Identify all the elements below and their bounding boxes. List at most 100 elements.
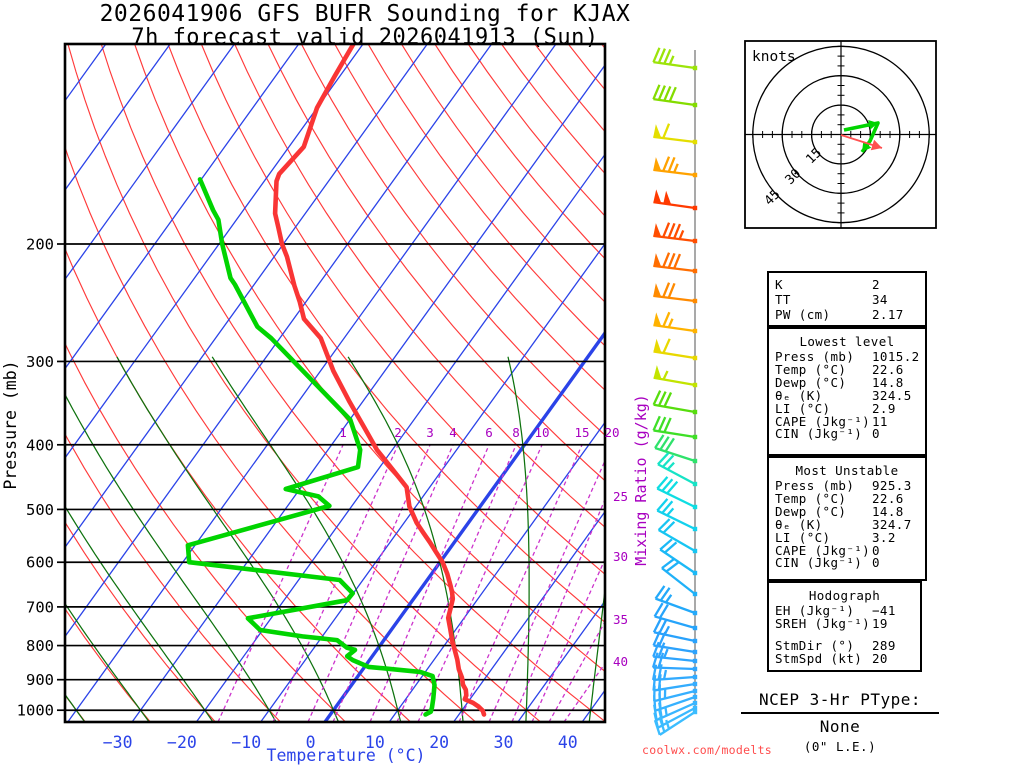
stats-label: Dewp (°C) bbox=[775, 374, 847, 390]
stats-row: θₑ (K) 324.5 bbox=[775, 387, 919, 403]
stats-value: 324.7 bbox=[872, 516, 912, 532]
temperature-axis-title: Temperature (°C) bbox=[267, 746, 426, 765]
stats-box-header: Hodograph bbox=[808, 588, 881, 603]
stats-label: LI (°C) bbox=[775, 400, 831, 416]
stats-row: SREH (Jkg⁻¹) 19 bbox=[775, 615, 914, 631]
svg-text:200: 200 bbox=[26, 236, 54, 254]
wind-barb bbox=[653, 189, 698, 211]
wind-barb bbox=[653, 252, 698, 274]
wind-barb bbox=[657, 518, 698, 554]
ptype-note: (0" L.E.) bbox=[803, 739, 877, 754]
stats-label: Dewp (°C) bbox=[775, 503, 847, 519]
stats-value: 1015.2 bbox=[872, 349, 920, 364]
wind-barb bbox=[656, 498, 698, 532]
svg-text:1000: 1000 bbox=[17, 702, 54, 720]
dry-adiabat-lines bbox=[65, 44, 605, 722]
svg-text:1: 1 bbox=[339, 425, 347, 440]
wind-barb-column bbox=[651, 47, 698, 736]
wind-barb bbox=[654, 434, 698, 464]
stats-label: TT bbox=[775, 292, 791, 307]
stats-label: StmSpd (kt) bbox=[775, 650, 863, 666]
stats-box: K 2 TT 34 PW (cm) 2.17 bbox=[767, 271, 927, 327]
stats-value: 0 bbox=[872, 426, 880, 442]
wind-barb bbox=[653, 156, 698, 178]
stats-value: 324.5 bbox=[872, 387, 912, 403]
mixing-ratio-lines bbox=[217, 444, 605, 722]
stats-value: 22.6 bbox=[872, 361, 904, 377]
wind-barb bbox=[652, 47, 698, 71]
svg-text:40: 40 bbox=[558, 733, 578, 752]
stats-row: Temp (°C) 22.6 bbox=[775, 490, 919, 506]
wind-barb bbox=[652, 84, 698, 108]
ptype-block: NCEP 3-Hr PType: None (0" L.E.) bbox=[741, 690, 939, 754]
stats-row: CAPE (Jkg⁻¹) 0 bbox=[775, 542, 919, 558]
stats-label: CIN (Jkg⁻¹) bbox=[775, 555, 863, 571]
stats-row: LI (°C) 3.2 bbox=[775, 529, 919, 545]
stats-value: 22.6 bbox=[872, 490, 904, 506]
stats-label: K bbox=[775, 277, 783, 292]
svg-text:30: 30 bbox=[613, 549, 628, 564]
stats-value: 14.8 bbox=[872, 503, 904, 519]
wind-barb bbox=[652, 630, 698, 655]
stats-row: Temp (°C) 22.6 bbox=[775, 361, 919, 377]
stats-label: EH (Jkg⁻¹) bbox=[775, 603, 855, 618]
stats-row: LI (°C) 2.9 bbox=[775, 400, 919, 416]
stats-label: CAPE (Jkg⁻¹) bbox=[775, 542, 871, 558]
stats-label: LI (°C) bbox=[775, 529, 831, 545]
svg-text:−10: −10 bbox=[231, 733, 261, 752]
wind-barb bbox=[653, 222, 698, 244]
pressure-axis-title: Pressure (mb) bbox=[1, 360, 20, 489]
stats-row: CAPE (Jkg⁻¹) 11 bbox=[775, 415, 919, 429]
svg-text:15: 15 bbox=[574, 425, 589, 440]
svg-text:8: 8 bbox=[512, 425, 520, 440]
svg-text:0: 0 bbox=[306, 733, 316, 752]
stats-value: 0 bbox=[872, 555, 880, 571]
wind-barb bbox=[653, 338, 698, 361]
wind-barb bbox=[654, 585, 698, 616]
wind-barb bbox=[653, 282, 698, 304]
watermark-link[interactable]: coolwx.com/modelts bbox=[642, 743, 773, 757]
stats-label: θₑ (K) bbox=[775, 387, 823, 403]
stats-row: Press (mb) 925.3 bbox=[775, 479, 919, 493]
stats-row: Dewp (°C) 14.8 bbox=[775, 503, 919, 519]
svg-text:25: 25 bbox=[613, 489, 628, 504]
stats-label: Temp (°C) bbox=[775, 490, 847, 506]
stats-value: 3.2 bbox=[872, 529, 896, 545]
wind-barb bbox=[653, 311, 698, 334]
stats-row: CIN (Jkg⁻¹) 0 bbox=[775, 428, 919, 441]
stats-label: SREH (Jkg⁻¹) bbox=[775, 615, 871, 631]
svg-text:35: 35 bbox=[613, 612, 628, 627]
svg-text:2: 2 bbox=[394, 425, 402, 440]
svg-text:700: 700 bbox=[26, 598, 54, 616]
stats-box-header: Most Unstable bbox=[795, 463, 899, 478]
svg-text:800: 800 bbox=[26, 637, 54, 655]
stats-label: θₑ (K) bbox=[775, 516, 823, 532]
stats-value: 14.8 bbox=[872, 374, 904, 390]
svg-text:10: 10 bbox=[534, 425, 549, 440]
stats-box: Most Unstable Press (mb) 925.3 Temp (°C) 22.… bbox=[767, 456, 927, 581]
ptype-heading: NCEP 3-Hr PType: bbox=[741, 690, 939, 714]
svg-text:40: 40 bbox=[613, 654, 628, 669]
stats-value: 2.17 bbox=[872, 307, 904, 322]
wind-barb bbox=[653, 709, 698, 736]
wind-barb bbox=[652, 641, 698, 664]
wind-barb bbox=[653, 123, 698, 145]
wind-barb bbox=[657, 452, 698, 487]
stats-row: Dewp (°C) 14.8 bbox=[775, 374, 919, 390]
stats-value: 20 bbox=[872, 650, 888, 666]
stats-label: Press (mb) bbox=[775, 349, 855, 364]
axis-tick-labels: 1 2 3 4 6 8 10 15 202530354020030040050060070080… bbox=[17, 236, 628, 753]
wind-barb bbox=[652, 617, 698, 644]
stats-value: 289 bbox=[872, 637, 896, 653]
stats-row: PW (cm) 2.17 bbox=[775, 307, 919, 322]
stats-row: θₑ (K) 324.7 bbox=[775, 516, 919, 532]
stats-value: 19 bbox=[872, 615, 888, 631]
svg-text:−30: −30 bbox=[103, 733, 133, 752]
svg-text:4: 4 bbox=[449, 425, 457, 440]
stats-value: 0 bbox=[872, 542, 880, 558]
stats-row: TT 34 bbox=[775, 292, 919, 307]
plot-border bbox=[63, 42, 607, 724]
stats-label: PW (cm) bbox=[775, 307, 831, 322]
